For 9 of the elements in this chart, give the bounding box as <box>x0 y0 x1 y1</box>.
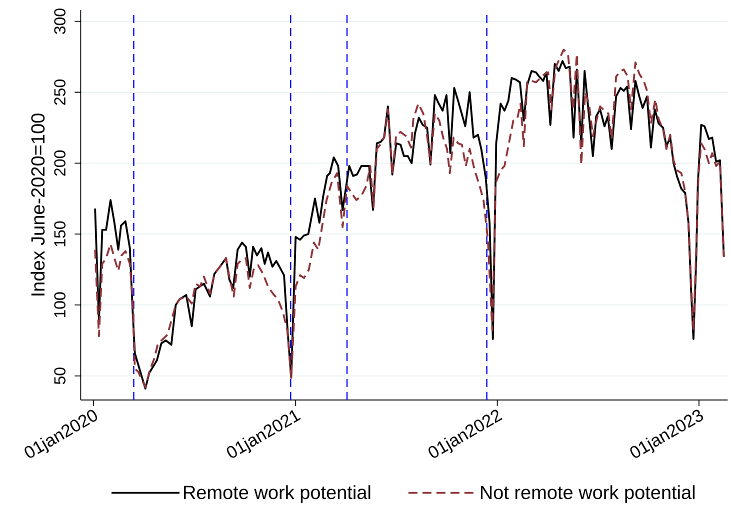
y-axis-title: Index June-2020=100 <box>30 114 45 296</box>
y-tick-label: 150 <box>54 221 66 246</box>
y-tick-label: 300 <box>54 8 66 34</box>
y-tick-label: 250 <box>54 80 66 105</box>
legend-label: Not remote work potential <box>480 485 695 503</box>
y-tick-label: 200 <box>54 150 66 176</box>
legend-label: Remote work potential <box>184 485 370 503</box>
y-tick-label: 50 <box>54 368 66 384</box>
y-tick-label: 100 <box>54 292 66 318</box>
